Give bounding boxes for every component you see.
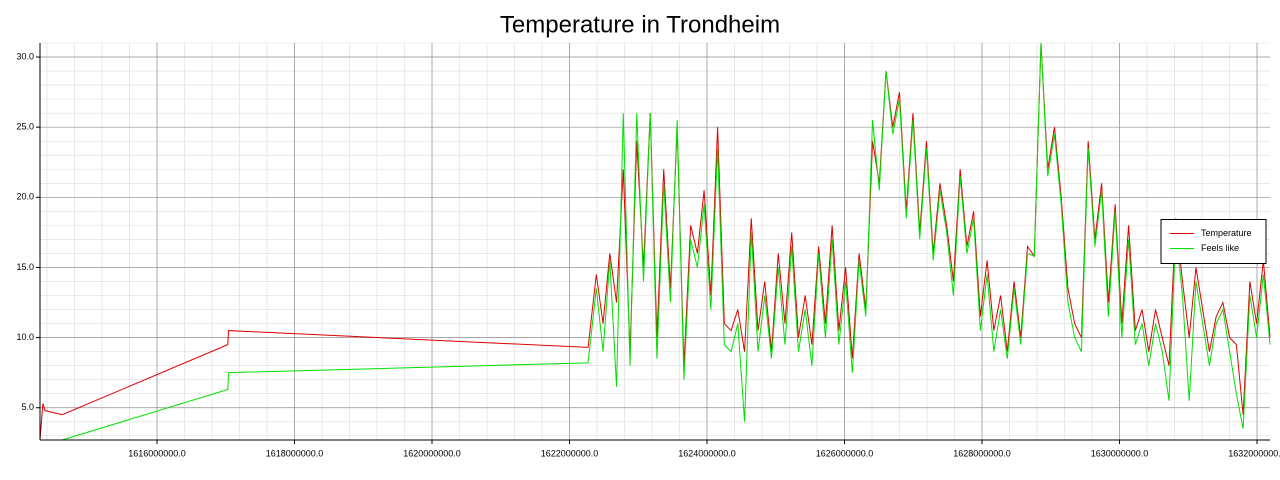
plot (39, 42, 1271, 441)
y-tick-label: 20.0 (16, 192, 34, 202)
axes: 1616000000.0 1618000000.0 1620000000.0 1622… (16, 43, 1280, 458)
y-tick-label: 30.0 (16, 51, 34, 61)
x-tick-label: 1624000000.0 (678, 448, 736, 458)
x-tick-label: 1618000000.0 (266, 448, 324, 458)
y-tick-label: 5.0 (21, 402, 34, 412)
x-tick-label: 1628000000.0 (953, 448, 1011, 458)
x-tick-label: 1632000000.0 (1228, 448, 1280, 458)
legend-label: Temperature (1201, 228, 1252, 238)
legend: Temperature Feels like (1160, 219, 1267, 264)
y-tick-label: 10.0 (16, 332, 34, 342)
legend-box (1160, 219, 1267, 264)
x-tick-label: 1620000000.0 (403, 448, 461, 458)
x-tick-label: 1622000000.0 (541, 448, 599, 458)
y-tick-label: 15.0 (16, 262, 34, 272)
grid (40, 42, 1270, 440)
x-tick-label: 1630000000.0 (1091, 448, 1149, 458)
x-tick-label: 1616000000.0 (128, 448, 186, 458)
y-tick-label: 25.0 (16, 122, 34, 132)
x-tick-label: 1626000000.0 (816, 448, 874, 458)
legend-label: Feels like (1201, 243, 1239, 253)
chart-title: Temperature in Trondheim (500, 11, 780, 38)
series-line (40, 42, 1271, 441)
